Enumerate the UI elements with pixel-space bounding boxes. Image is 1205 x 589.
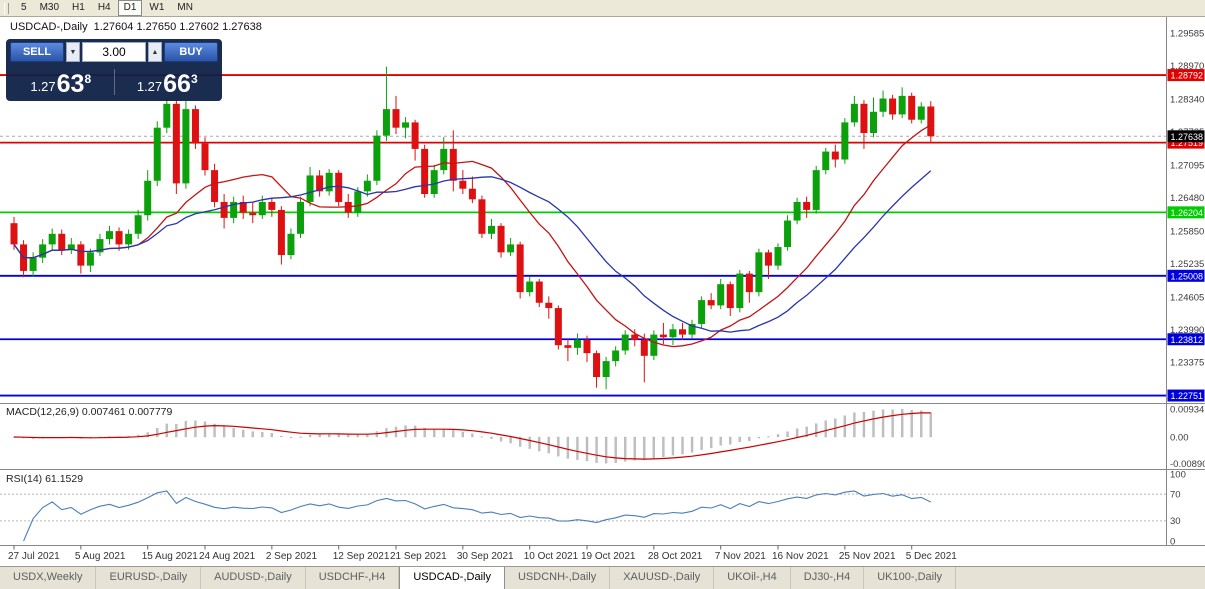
- period-button-mn[interactable]: MN: [177, 2, 193, 13]
- buy-button[interactable]: BUY: [164, 42, 218, 62]
- volume-input[interactable]: 3.00: [82, 42, 146, 62]
- svg-text:28 Oct 2021: 28 Oct 2021: [648, 551, 703, 562]
- date-axis-layer: 27 Jul 2021 5 Aug 2021 15 Aug 2021 24 Aug 2…: [8, 545, 958, 562]
- period-button-h1[interactable]: H1: [72, 2, 85, 13]
- chart-tab-usdchf-h4[interactable]: USDCHF-,H4: [306, 567, 400, 589]
- period-toolbar: 5 M30 H1 H4 D1 W1 MN: [0, 0, 1205, 17]
- chart-region[interactable]: 1.295851.289701.283401.277251.270951.264…: [0, 17, 1205, 566]
- svg-text:10 Oct 2021: 10 Oct 2021: [524, 551, 579, 562]
- period-button-5[interactable]: 5: [21, 2, 27, 13]
- chart-title: USDCAD-,Daily 1.27604 1.27650 1.27602 1.2…: [10, 21, 262, 33]
- period-button-d1[interactable]: D1: [117, 0, 143, 16]
- svg-text:1.27519: 1.27519: [1171, 138, 1204, 148]
- svg-text:1.25850: 1.25850: [1170, 226, 1204, 237]
- svg-text:19 Oct 2021: 19 Oct 2021: [581, 551, 636, 562]
- svg-text:1.27638: 1.27638: [1171, 132, 1204, 142]
- svg-text:1.28340: 1.28340: [1170, 94, 1204, 105]
- bid-price-big-digits: 63: [56, 70, 85, 98]
- chart-canvas[interactable]: 1.295851.289701.283401.277251.270951.264…: [0, 17, 1205, 566]
- bid-price-pip-digit: 8: [84, 72, 92, 86]
- period-button-h4[interactable]: H4: [97, 2, 111, 13]
- svg-text:24 Aug 2021: 24 Aug 2021: [199, 551, 256, 562]
- chart-tabs-bar: USDX,Weekly EURUSD-,Daily AUDUSD-,Daily USD…: [0, 566, 1205, 589]
- chart-tab-uk100-daily[interactable]: UK100-,Daily: [864, 567, 957, 589]
- chart-tab-audusd-daily[interactable]: AUDUSD-,Daily: [201, 567, 306, 589]
- chart-tab-usdx-weekly[interactable]: USDX,Weekly: [0, 567, 97, 589]
- svg-text:0.00: 0.00: [1170, 432, 1189, 443]
- bid-price-prefix: 1.27: [30, 79, 56, 94]
- rsi-layer: [0, 490, 1166, 542]
- svg-text:1.25235: 1.25235: [1170, 259, 1204, 270]
- svg-text:30 Sep 2021: 30 Sep 2021: [457, 551, 514, 562]
- macd-indicator-label: MACD(12,26,9) 0.007461 0.007779: [6, 406, 173, 418]
- svg-text:5 Aug 2021: 5 Aug 2021: [75, 551, 126, 562]
- svg-text:27 Jul 2021: 27 Jul 2021: [8, 551, 60, 562]
- svg-text:2 Sep 2021: 2 Sep 2021: [266, 551, 318, 562]
- chart-tab-ukoil-h4[interactable]: UKOil-,H4: [714, 567, 791, 589]
- chart-tab-xauusd-daily[interactable]: XAUUSD-,Daily: [610, 567, 715, 589]
- svg-text:15 Aug 2021: 15 Aug 2021: [142, 551, 199, 562]
- svg-text:5 Dec 2021: 5 Dec 2021: [906, 551, 958, 562]
- price-tags-layer: 1.28792 1.27519 1.26204 1.25008 1.23812 1.227…: [1167, 69, 1205, 402]
- chart-tab-dj30-h4[interactable]: DJ30-,H4: [791, 567, 865, 589]
- svg-text:1.28970: 1.28970: [1170, 61, 1204, 72]
- svg-text:1.25008: 1.25008: [1171, 271, 1204, 281]
- moving-average-layer: [13, 124, 932, 348]
- ask-price-prefix: 1.27: [136, 79, 163, 94]
- svg-text:1.29585: 1.29585: [1170, 28, 1204, 39]
- svg-text:1.23812: 1.23812: [1171, 335, 1204, 345]
- svg-text:0.00934: 0.00934: [1170, 404, 1204, 415]
- period-button-m30[interactable]: M30: [39, 2, 60, 13]
- svg-text:16 Nov 2021: 16 Nov 2021: [772, 551, 829, 562]
- macd-layer: [12, 409, 932, 464]
- price-divider: [113, 69, 115, 95]
- svg-text:1.24605: 1.24605: [1170, 292, 1204, 303]
- svg-text:7 Nov 2021: 7 Nov 2021: [715, 551, 767, 562]
- chart-tab-eurusd-daily[interactable]: EURUSD-,Daily: [96, 567, 202, 589]
- ask-price-pip-digit: 3: [190, 72, 198, 86]
- svg-text:1.23990: 1.23990: [1170, 325, 1204, 336]
- bid-price: 1.27 63 8: [10, 72, 112, 97]
- rsi-indicator-label: RSI(14) 61.1529: [6, 473, 84, 485]
- candlestick-layer: [10, 66, 935, 390]
- svg-text:0: 0: [1170, 536, 1175, 547]
- volume-decrease-button[interactable]: ▼: [66, 42, 80, 62]
- svg-text:30: 30: [1170, 516, 1181, 527]
- svg-text:21 Sep 2021: 21 Sep 2021: [390, 551, 447, 562]
- svg-text:1.23375: 1.23375: [1170, 358, 1204, 369]
- chart-tab-usdcad-daily[interactable]: USDCAD-,Daily: [399, 567, 505, 589]
- svg-text:1.27095: 1.27095: [1170, 160, 1204, 171]
- svg-text:1.26204: 1.26204: [1171, 208, 1204, 218]
- chart-symbol-label: USDCAD-,Daily: [10, 21, 88, 33]
- svg-text:1.26480: 1.26480: [1170, 193, 1204, 204]
- sell-button[interactable]: SELL: [10, 42, 64, 62]
- ask-price-big-digits: 66: [163, 70, 191, 98]
- svg-text:12 Sep 2021: 12 Sep 2021: [333, 551, 390, 562]
- svg-text:1.22751: 1.22751: [1171, 391, 1204, 401]
- svg-text:100: 100: [1170, 469, 1186, 480]
- chart-ohlc-values: 1.27604 1.27650 1.27602 1.27638: [93, 21, 262, 33]
- price-axis-layer: 1.295851.289701.283401.277251.270951.264…: [1170, 28, 1205, 547]
- volume-increase-button[interactable]: ▲: [148, 42, 162, 62]
- panel-frame: [0, 17, 1205, 546]
- svg-text:70: 70: [1170, 489, 1181, 500]
- svg-text:-0.00890: -0.00890: [1170, 459, 1205, 470]
- ask-price: 1.27 66 3: [117, 72, 219, 97]
- one-click-trading-panel: SELL ▼ 3.00 ▲ BUY 1.27 63 8 1.27 66 3: [6, 39, 222, 101]
- svg-text:1.28792: 1.28792: [1171, 71, 1204, 81]
- chart-tab-usdcnh-daily[interactable]: USDCNH-,Daily: [505, 567, 611, 589]
- period-button-w1[interactable]: W1: [149, 2, 165, 13]
- toolbar-grip-icon[interactable]: [4, 2, 9, 14]
- svg-text:25 Nov 2021: 25 Nov 2021: [839, 551, 896, 562]
